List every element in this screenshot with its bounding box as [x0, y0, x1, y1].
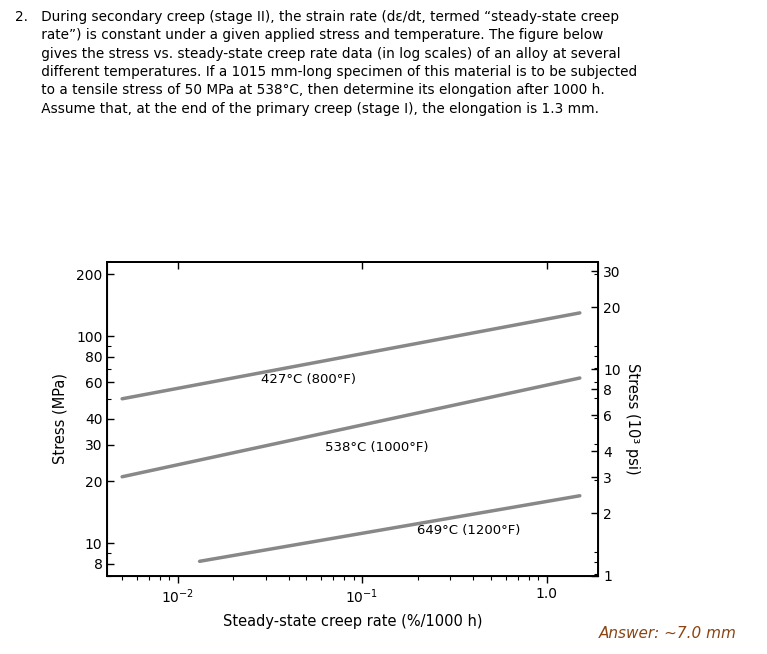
Y-axis label: Stress (MPa): Stress (MPa)	[53, 373, 67, 464]
Text: 649°C (1200°F): 649°C (1200°F)	[417, 525, 521, 538]
Text: 538°C (1000°F): 538°C (1000°F)	[325, 441, 429, 455]
Text: 2.   During secondary creep (stage II), the strain rate (dε/dt, termed “steady-s: 2. During secondary creep (stage II), th…	[15, 10, 637, 116]
X-axis label: Steady-state creep rate (%/1000 h): Steady-state creep rate (%/1000 h)	[223, 614, 482, 629]
Y-axis label: Stress (10³ psi): Stress (10³ psi)	[625, 363, 640, 474]
Text: 427°C (800°F): 427°C (800°F)	[261, 373, 356, 386]
Text: Answer: ~7.0 mm: Answer: ~7.0 mm	[598, 626, 736, 641]
